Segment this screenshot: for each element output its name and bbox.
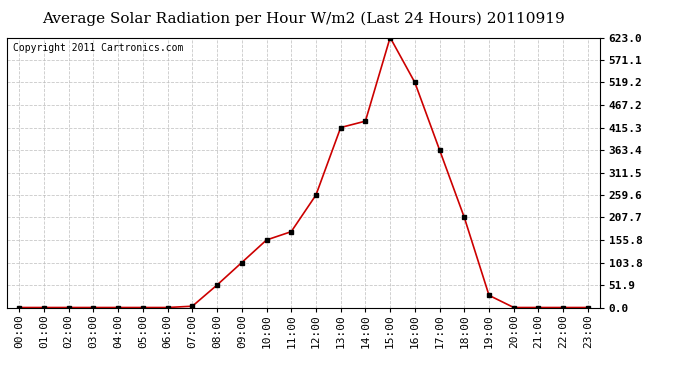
Text: Average Solar Radiation per Hour W/m2 (Last 24 Hours) 20110919: Average Solar Radiation per Hour W/m2 (L… [42,11,565,26]
Text: Copyright 2011 Cartronics.com: Copyright 2011 Cartronics.com [13,43,184,53]
